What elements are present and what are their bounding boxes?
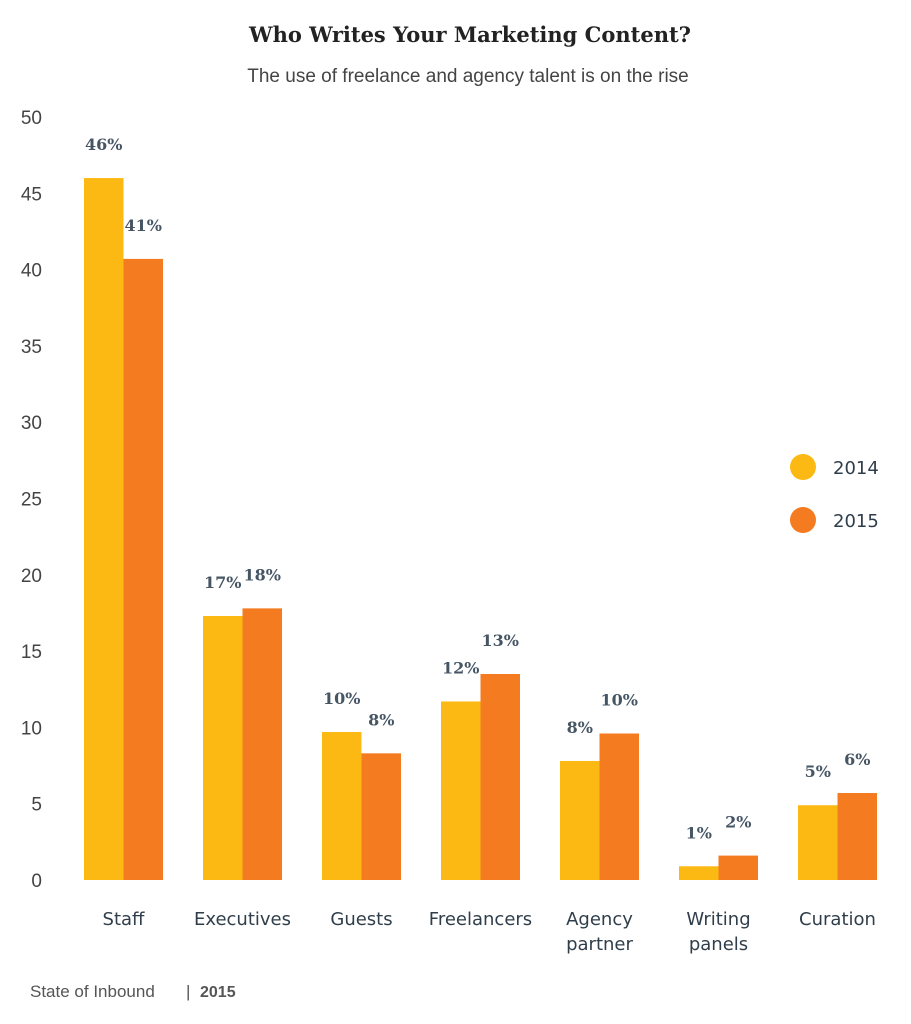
y-tick-label: 5 [31,795,42,816]
data-label: 13% [482,631,519,650]
x-axis: Staff Executives Guests Freelancers Agency pa… [103,909,876,955]
y-tick-label: 50 [21,108,42,129]
y-tick-label: 30 [21,413,42,434]
bar-2015 [123,258,163,881]
bar-2014 [798,805,838,880]
x-tick-label: Agency [566,909,633,930]
bar-2015 [361,753,401,880]
bars [84,178,877,881]
y-tick-label: 25 [21,490,42,511]
bar-2014 [679,866,719,880]
bar-2014 [322,731,362,880]
data-label: 2% [725,813,751,832]
bar-2014 [560,760,600,880]
bar-2014 [203,616,243,880]
y-tick-label: 35 [21,337,42,358]
x-tick-label: panels [689,934,748,955]
data-label: 18% [244,565,281,584]
y-tick-label: 10 [21,718,42,739]
footer: State of Inbound | 2015 [30,982,236,1001]
data-label: 8% [567,718,593,737]
legend-swatch-2014 [790,454,816,480]
x-tick-label: Executives [194,909,291,930]
footer-source: State of Inbound [30,982,155,1001]
data-label: 5% [805,762,831,781]
legend-label: 2015 [833,511,879,532]
data-label: 41% [125,216,162,235]
y-tick-label: 20 [21,566,42,587]
x-tick-label: Freelancers [429,909,532,930]
bar-2015 [242,608,282,880]
data-label: 10% [323,689,360,708]
x-tick-label: Writing [686,909,750,930]
bar-2015 [480,673,520,880]
data-label: 46% [85,135,122,154]
bar-2015 [718,855,758,880]
x-tick-label: Staff [103,909,146,930]
y-tick-label: 15 [21,642,42,663]
footer-year: 2015 [200,984,236,1001]
chart-title: Who Writes Your Marketing Content? [248,22,691,47]
footer-separator: | [186,982,190,1001]
y-tick-label: 0 [31,871,42,892]
y-tick-label: 40 [21,261,42,282]
y-tick-label: 45 [21,184,42,205]
legend-swatch-2015 [790,507,816,533]
data-label: 12% [442,658,479,677]
data-label: 10% [601,691,638,710]
data-label: 8% [368,710,394,729]
data-label: 1% [686,823,712,842]
bar-2014 [84,178,124,881]
data-label: 6% [844,750,870,769]
bar-2014 [441,701,481,880]
bar-2015 [837,793,877,880]
legend: 2014 2015 [790,454,879,533]
x-tick-label: Guests [330,909,392,930]
bar-2015 [599,733,639,880]
y-axis: 0 5 10 15 20 25 30 35 40 45 50 [21,108,42,892]
chart-subtitle: The use of freelance and agency talent i… [247,66,689,87]
legend-label: 2014 [833,458,879,479]
x-tick-label: Curation [799,909,876,930]
data-labels: 46% 41% 17% 18% 10% 8% 12%13% 8% 10% 1% 2% 5% 6% [85,135,870,842]
data-label: 17% [204,573,241,592]
x-tick-label: partner [566,934,633,955]
